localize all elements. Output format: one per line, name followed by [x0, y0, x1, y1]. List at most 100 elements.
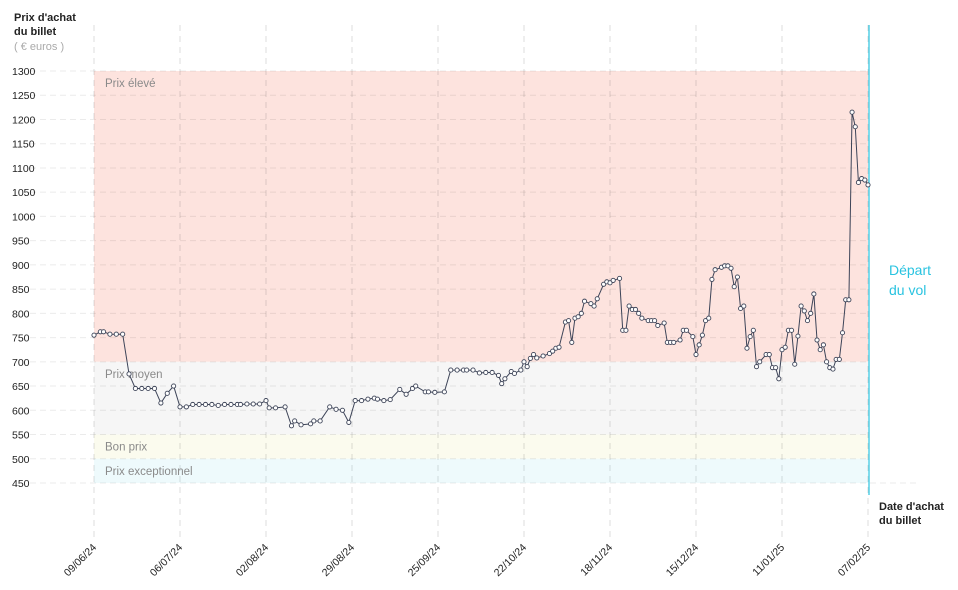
price-point: [113, 331, 119, 337]
y-tick-label: 850: [12, 284, 30, 296]
price-point: [202, 401, 209, 408]
price-point: [690, 334, 696, 340]
price-point: [569, 339, 575, 345]
price-point: [591, 303, 597, 309]
y-tick-label: 1050: [12, 187, 36, 199]
price-point: [483, 369, 489, 376]
x-tick-label: 18/11/24: [578, 542, 615, 579]
price-point: [257, 401, 263, 407]
price-point: [464, 367, 470, 373]
price-point: [811, 291, 817, 297]
price-point: [476, 370, 482, 376]
y-tick-label: 600: [12, 405, 30, 417]
price-point: [731, 284, 737, 290]
price-point: [578, 310, 584, 316]
price-point: [792, 361, 798, 367]
y-tick-label: 800: [12, 308, 30, 320]
price-point: [387, 397, 393, 403]
price-point: [661, 320, 667, 326]
price-point: [499, 381, 505, 387]
price-point: [808, 310, 814, 316]
price-point: [830, 366, 836, 372]
price-point: [101, 329, 107, 335]
price-point: [804, 318, 811, 324]
price-point: [346, 419, 352, 425]
price-point: [652, 318, 658, 324]
price-point: [145, 385, 151, 392]
band-label: Prix élevé: [105, 78, 156, 90]
price-point: [397, 386, 403, 393]
price-band: [94, 458, 868, 483]
price-point: [747, 334, 753, 340]
x-tick-label: 15/12/24: [664, 542, 701, 579]
price-point: [566, 318, 572, 324]
y-tick-label: 700: [12, 357, 30, 369]
price-point: [126, 371, 132, 377]
x-tick-label: 25/09/24: [406, 542, 443, 579]
price-point: [190, 401, 196, 408]
y-tick-label: 650: [12, 381, 30, 393]
y-tick-label: 1200: [12, 114, 36, 126]
price-point: [403, 391, 409, 397]
price-point: [339, 407, 345, 413]
price-point: [865, 182, 871, 188]
x-tick-label: 09/06/24: [62, 542, 99, 579]
x-tick-label: 22/10/24: [492, 542, 529, 579]
price-point: [333, 406, 339, 412]
price-point: [773, 365, 779, 371]
price-point: [91, 332, 97, 338]
price-point: [610, 277, 616, 283]
band-label: Bon prix: [105, 442, 147, 454]
price-point: [626, 303, 632, 309]
price-point: [489, 369, 495, 376]
price-point: [556, 344, 562, 350]
price-point: [502, 376, 508, 382]
price-point: [273, 405, 279, 411]
y-axis-unit: ( € euros ): [14, 41, 64, 53]
price-point: [209, 401, 215, 408]
y-tick-label: 1150: [12, 139, 35, 151]
price-point: [441, 389, 447, 395]
price-point: [699, 332, 705, 338]
price-point: [655, 322, 661, 329]
price-point: [196, 401, 202, 408]
y-tick-label: 950: [12, 236, 30, 248]
price-point: [712, 267, 718, 273]
price-point: [432, 389, 438, 395]
price-point: [365, 396, 371, 402]
price-point: [158, 400, 164, 406]
price-point: [518, 367, 524, 373]
y-tick-label: 1250: [12, 90, 36, 102]
x-tick-label: 29/08/24: [320, 542, 357, 579]
price-point: [750, 327, 756, 333]
price-point: [706, 315, 712, 321]
price-point: [228, 401, 234, 408]
price-point: [855, 179, 861, 186]
price-point: [798, 303, 804, 309]
price-point: [817, 347, 823, 353]
price-point: [151, 385, 158, 392]
price-point: [820, 342, 826, 348]
price-point: [470, 367, 476, 373]
price-point: [292, 418, 298, 424]
y-tick-label: 1300: [12, 66, 36, 78]
price-point: [177, 404, 183, 410]
price-point: [814, 337, 820, 343]
price-point: [448, 367, 454, 373]
price-point: [677, 337, 683, 343]
price-point: [120, 331, 126, 337]
price-point: [263, 398, 269, 404]
price-band: [94, 434, 868, 459]
price-point: [795, 333, 801, 339]
price-point: [215, 402, 221, 408]
x-tick-label: 02/08/24: [234, 542, 271, 579]
price-point: [288, 423, 295, 429]
price-point: [849, 109, 855, 115]
price-point: [244, 401, 250, 407]
x-tick-label: 07/02/25: [836, 542, 873, 579]
price-point: [639, 315, 645, 321]
price-point: [171, 383, 177, 389]
price-point: [839, 330, 846, 336]
price-point: [846, 297, 852, 303]
